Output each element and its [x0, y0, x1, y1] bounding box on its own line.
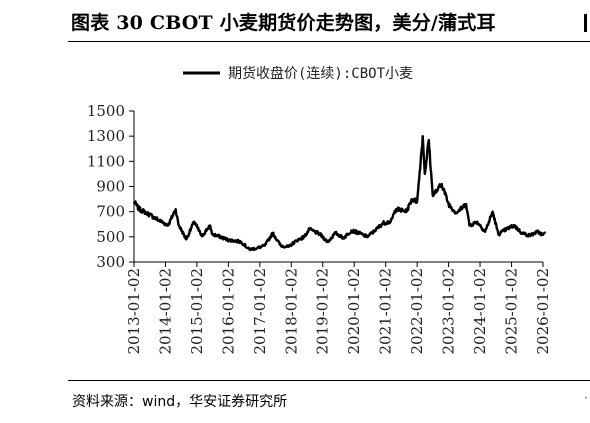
x-tick-label: 2013-01-02	[125, 268, 143, 354]
legend: 期货收盘价(连续):CBOT小麦	[183, 65, 413, 82]
x-tick-label: 2017-01-02	[251, 268, 269, 354]
x-tick-label: 2023-01-02	[440, 268, 458, 354]
title-divider	[68, 41, 590, 42]
x-tick-label: 2015-01-02	[188, 268, 206, 354]
y-tick-label: 900	[96, 178, 125, 196]
x-tick-label: 2024-01-02	[471, 268, 489, 354]
x-tick-label: 2022-01-02	[408, 268, 426, 354]
x-tick-label: 2020-01-02	[345, 268, 363, 354]
x-tick-label: 2014-01-02	[156, 268, 174, 354]
source-note: 资料来源：wind，华安证券研究所	[72, 394, 288, 410]
figure-title: 图表 30 CBOT 小麦期货价走势图，美分/蒲式耳	[71, 12, 496, 34]
x-tick-label: 2026-01-02	[534, 268, 552, 354]
y-tick-label: 500	[96, 228, 125, 246]
y-tick-label: 1100	[87, 152, 125, 170]
x-axis: 2013-01-02 2014-01-02 2015-01-02 2016-01-02…	[125, 261, 552, 354]
legend-label: 期货收盘价(连续):CBOT小麦	[228, 65, 413, 82]
y-tick-label: 1500	[87, 102, 125, 120]
y-tick-label: 1300	[87, 127, 125, 145]
y-axis: 300 500 700 900 1100 1300 1500	[87, 102, 135, 271]
chart: 期货收盘价(连续):CBOT小麦 300 500 700 900 1100 1300 150…	[87, 65, 552, 354]
page-edge-mark	[584, 14, 587, 32]
source-divider	[68, 380, 590, 381]
series-line-cbot-wheat	[132, 135, 547, 252]
x-tick-label: 2018-01-02	[282, 268, 300, 354]
y-tick-label: 700	[96, 203, 125, 221]
x-tick-label: 2016-01-02	[219, 268, 237, 354]
y-tick-label: 300	[96, 253, 125, 271]
x-tick-label: 2025-01-02	[503, 268, 521, 354]
edge-glyph: ·	[584, 391, 588, 405]
x-tick-label: 2021-01-02	[377, 268, 395, 354]
x-tick-label: 2019-01-02	[314, 268, 332, 354]
